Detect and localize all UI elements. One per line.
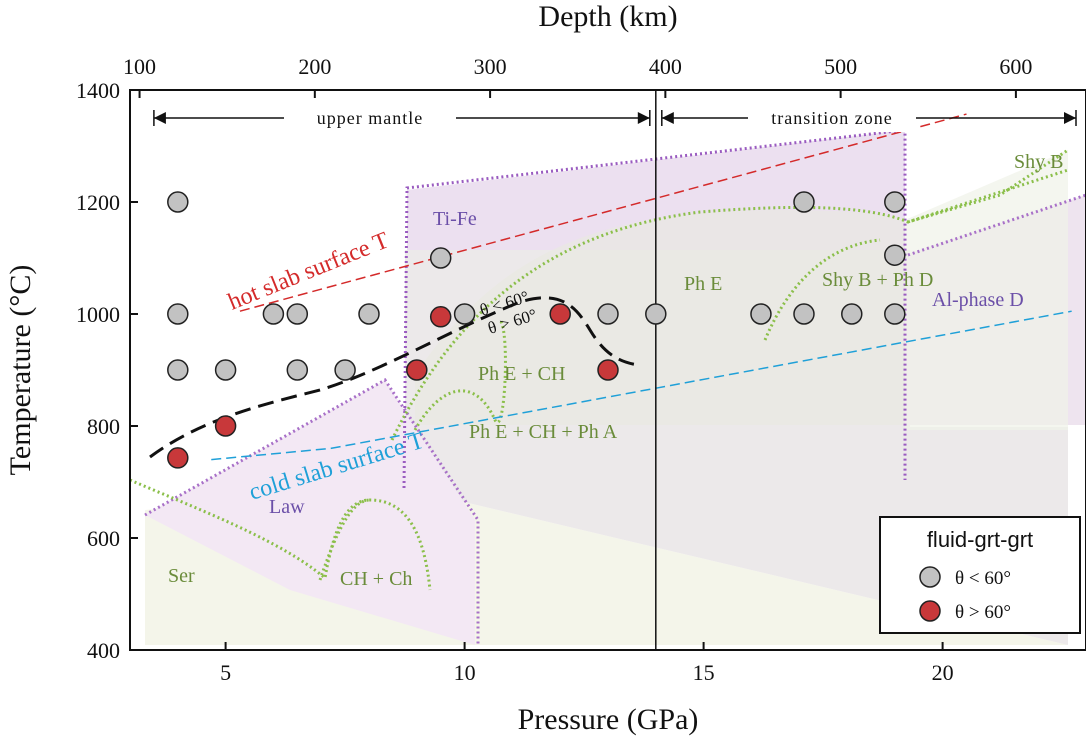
point-theta-lt-60 [793,191,815,213]
point-theta-lt-60 [167,359,189,381]
ph-e-boundary [390,148,1069,441]
y-tick-label: 1000 [76,302,120,327]
point-theta-lt-60 [884,303,906,325]
upper-mantle-label-bg [284,104,456,130]
point-theta-lt-60 [167,191,189,213]
point-theta-lt-60 [214,359,237,381]
legend-marker [919,600,941,622]
law-field [145,380,475,645]
wetting-boundary [149,296,639,459]
transition-zone-label: transition zone [771,108,892,128]
phase-label: Law [269,496,305,518]
x-tick-label: 15 [693,660,715,685]
x2-axis-title: Depth (km) [538,0,677,33]
hot-slab-label: hot slab surface T [225,227,393,315]
legend: fluid-grt-grt θ < 60° θ > 60° [879,516,1081,634]
boundaries-layer [129,128,1086,645]
upper-mantle-label: upper mantle [317,108,423,128]
point-theta-gt-60 [214,415,237,437]
point-theta-gt-60 [429,306,452,328]
x-tick-label: 5 [220,660,231,685]
ph-e-ch-boundary [413,318,507,431]
x2-tick-label: 300 [474,54,507,79]
shy-b-boundary [907,168,1069,224]
legend-marker [919,566,941,588]
phase-label: Ti-Fe [433,208,477,230]
x2-tick-label: 400 [649,54,682,79]
point-theta-lt-60 [167,303,189,325]
point-theta-lt-60 [750,303,772,325]
al-phase-d-boundary [907,193,1086,257]
law-boundary [144,378,480,645]
ser-boundary [129,478,432,591]
cold-slab-line [211,310,1072,461]
point-theta-lt-60 [286,359,309,381]
point-theta-lt-60 [597,303,619,325]
y-tick-label: 800 [87,414,120,439]
phase-label: Al-phase D [932,289,1024,311]
shy-b-ph-d-boundary [763,238,881,341]
point-theta-gt-60 [549,303,571,325]
legend-box [879,516,1081,634]
phase-label: CH + Ch [340,568,412,590]
y-axis-title: Temperature (°C) [4,265,37,476]
phase-label: Ser [168,565,195,587]
x2-tick-label: 500 [824,54,857,79]
point-theta-lt-60 [358,303,380,325]
phase-label: Shy B + Ph D [822,269,933,291]
point-theta-lt-60 [286,303,309,325]
axes-layer: 5 10 15 20 100 200 300 400 500 600 400 600 800 1000 12… [4,0,1086,736]
legend-label: θ > 60° [955,602,1011,623]
point-theta-lt-60 [793,303,815,325]
points-layer [167,191,906,469]
y-tick-label: 600 [87,526,120,551]
phase-label: Ph E [684,273,722,295]
y-tick-label: 400 [87,638,120,663]
x-tick-label: 20 [932,660,954,685]
point-theta-lt-60 [841,303,863,325]
transition-zone-arrow-head-right [1064,112,1076,124]
transition-zone-arrow-head-left [661,112,674,124]
x2-tick-label: 200 [298,54,331,79]
x-axis-title: Pressure (GPa) [518,703,699,736]
phase-label: Ph E + CH + Ph A [469,421,618,443]
slab-lines-layer [211,113,1072,461]
upper-mantle-arrow-head-left [153,112,166,124]
point-theta-lt-60 [334,359,356,381]
y-tick-label: 1200 [76,190,120,215]
point-theta-gt-60 [597,359,619,381]
hot-slab-line [239,113,967,312]
upper-mantle-arrow-head-right [637,112,650,124]
x2-tick-label: 100 [123,54,156,79]
point-theta-lt-60 [262,303,285,325]
point-theta-lt-60 [453,303,476,325]
phase-label: Ph E + CH [478,363,565,385]
shy-b-region [905,150,1068,430]
x-tick-label: 10 [454,660,476,685]
point-theta-lt-60 [884,244,906,266]
phase-label: Shy B [1014,151,1063,173]
legend-label: θ < 60° [955,568,1011,589]
legend-title: fluid-grt-grt [927,527,1033,552]
point-theta-lt-60 [645,303,667,325]
x2-tick-label: 600 [999,54,1032,79]
point-theta-lt-60 [429,247,452,269]
point-theta-lt-60 [884,191,906,213]
point-theta-gt-60 [167,447,189,469]
point-theta-gt-60 [406,359,428,381]
transition-zone-label-bg [748,106,916,132]
y-tick-label: 1400 [76,78,120,103]
plot-frame [129,89,1086,651]
